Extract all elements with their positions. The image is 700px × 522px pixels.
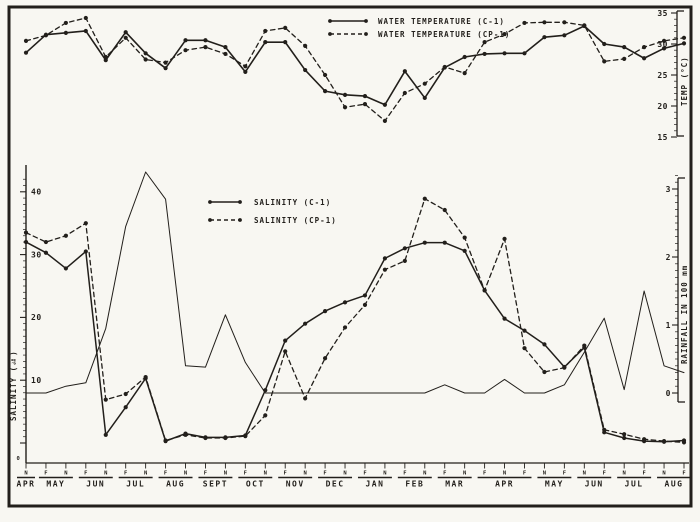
fortnight-letter: N <box>264 471 267 477</box>
month-label: MAY <box>545 480 564 489</box>
salinity-legend: SALINITY (C-1) SALINITY (CP-1) <box>206 197 337 225</box>
fortnight-letter: N <box>623 471 626 477</box>
fortnight-letter: F <box>403 471 406 477</box>
rainfall-tick-label: 1 <box>666 321 671 330</box>
fortnight-letter: F <box>563 471 566 477</box>
salinity-axis: 40 30 20 10 0 <box>17 165 42 463</box>
fortnight-letter: N <box>303 471 306 477</box>
fortnight-letter: F <box>204 471 207 477</box>
fortnight-letter: F <box>443 471 446 477</box>
temperature-legend: WATER TEMPERATURE (C-1) WATER TEMPERATUR… <box>326 16 510 39</box>
month-label: MAR <box>445 480 464 489</box>
month-label: SEPT <box>203 480 228 489</box>
month-label: JUL <box>126 480 145 489</box>
rainfall-tick-label: 3 <box>666 185 671 194</box>
fortnight-letter: N <box>224 471 227 477</box>
rainfall-tick-label: 0 <box>666 389 671 398</box>
fortnight-letter: N <box>64 471 67 477</box>
fortnight-letter: N <box>24 471 27 477</box>
salinity-axis-title: SALINITY (‰) <box>9 350 18 422</box>
dashed-line-key-icon <box>208 218 242 222</box>
month-label: FEB <box>405 480 424 489</box>
temp-tick-label: 35 <box>657 9 668 18</box>
salinity-tick-label: 10 <box>31 376 42 385</box>
fortnight-letter: F <box>284 471 287 477</box>
temp-tick-label: 20 <box>657 102 668 111</box>
month-label: DEC <box>326 480 345 489</box>
salinity-zero-label: 0 <box>17 456 20 462</box>
legend-label-salinity-c1: SALINITY (C-1) <box>254 197 332 207</box>
fortnight-letter: N <box>423 471 426 477</box>
fortnight-letter: F <box>124 471 127 477</box>
fortnight-letter: N <box>104 471 107 477</box>
legend-label-salinity-cp1: SALINITY (CP-1) <box>254 215 337 225</box>
fortnight-letter: N <box>463 471 466 477</box>
fortnight-letter: F <box>323 471 326 477</box>
legend-label-temp-cp1: WATER TEMPERATURE (CP-1) <box>378 29 511 39</box>
fortnight-letter: F <box>244 471 247 477</box>
month-label: OCT <box>246 480 265 489</box>
fortnight-letter: F <box>682 471 685 477</box>
series-water-temperature-cp-1 <box>23 15 687 123</box>
fortnight-letter: N <box>184 471 187 477</box>
legend-item-water-temperature-c1: WATER TEMPERATURE (C-1) <box>326 16 510 26</box>
temp-tick-label: 30 <box>657 40 668 49</box>
month-label: AUG <box>665 480 684 489</box>
series-salinity-c-1 <box>23 239 687 444</box>
month-label: APR <box>495 480 514 489</box>
rainfall-axis: 3 2 1 0 <box>666 175 685 403</box>
temp-tick-label: 25 <box>657 71 668 80</box>
fortnight-letter: N <box>543 471 546 477</box>
legend-item-water-temperature-cp1: WATER TEMPERATURE (CP-1) <box>326 29 510 39</box>
legend-item-salinity-cp1: SALINITY (CP-1) <box>206 215 337 225</box>
fortnight-letter: F <box>603 471 606 477</box>
temp-tick-label: 15 <box>657 133 668 142</box>
solid-line-key-icon <box>208 200 242 204</box>
figure-border <box>7 5 693 508</box>
salinity-tick-label: 30 <box>31 250 42 259</box>
salinity-tick-label: 40 <box>31 188 42 197</box>
fortnight-letter: F <box>363 471 366 477</box>
legend-item-salinity-c1: SALINITY (C-1) <box>206 197 337 207</box>
solid-line-key-icon <box>328 19 368 23</box>
rainfall-axis-title: RAINFALL IN 100 mm <box>680 264 689 364</box>
rainfall-tick-label: 2 <box>666 253 671 262</box>
month-label: JUN <box>86 480 105 489</box>
fortnight-letter: F <box>642 471 645 477</box>
month-label: AUG <box>166 480 185 489</box>
fortnight-letter: N <box>343 471 346 477</box>
fortnight-letter: F <box>84 471 87 477</box>
fortnight-letter: F <box>523 471 526 477</box>
temperature-axis: 35 30 25 20 15 <box>657 9 684 142</box>
series-rainfall <box>25 171 685 394</box>
fortnight-letter: N <box>503 471 506 477</box>
series-salinity-cp-1 <box>23 196 687 445</box>
series-water-temperature-c-1 <box>23 23 687 107</box>
temp-axis-title: TEMP (°C) <box>680 56 689 106</box>
month-label: APR <box>17 480 36 489</box>
dashed-line-key-icon <box>328 32 368 36</box>
fortnight-letter: F <box>483 471 486 477</box>
fortnight-letter: N <box>144 471 147 477</box>
x-axis: N F N F N F N F N F N F N F N F N F N F N F N F N F N F N F N F N F APR MAY… <box>17 462 691 489</box>
legend-label-temp-c1: WATER TEMPERATURE (C-1) <box>378 16 505 26</box>
fortnight-letter: F <box>44 471 47 477</box>
month-label: NOV <box>286 480 305 489</box>
fortnight-letter: N <box>383 471 386 477</box>
salinity-tick-label: 20 <box>31 313 42 322</box>
month-label: MAY <box>46 480 65 489</box>
month-label: JAN <box>365 480 384 489</box>
fortnight-letter: N <box>662 471 665 477</box>
month-label: JUN <box>585 480 604 489</box>
fortnight-letter: F <box>164 471 167 477</box>
fortnight-letter: N <box>583 471 586 477</box>
month-label: JUL <box>625 480 644 489</box>
